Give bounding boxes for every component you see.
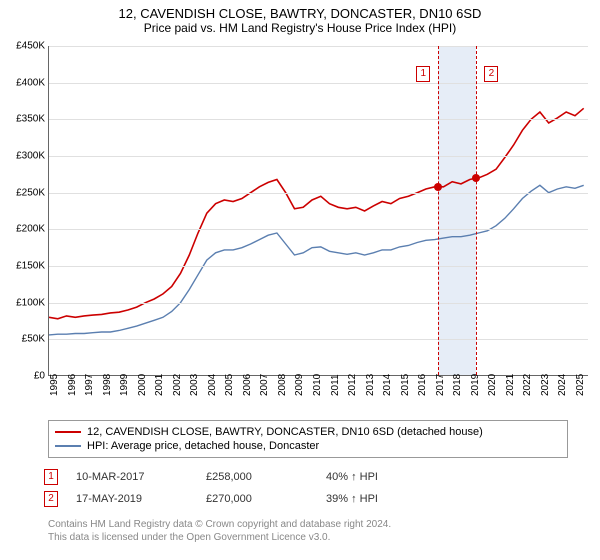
sale-date: 10-MAR-2017 xyxy=(76,471,206,483)
event-vline xyxy=(438,46,439,375)
sale-row: 2 17-MAY-2019£270,00039% ↑ HPI xyxy=(40,488,580,510)
gridline xyxy=(49,83,588,84)
sale-price: £258,000 xyxy=(206,471,326,483)
event-dot xyxy=(472,174,480,182)
gridline xyxy=(49,303,588,304)
y-axis-tick-label: £400K xyxy=(5,77,45,88)
line-series-svg xyxy=(49,46,589,376)
event-vline xyxy=(476,46,477,375)
chart-title-line2: Price paid vs. HM Land Registry's House … xyxy=(0,21,600,35)
gridline xyxy=(49,229,588,230)
gridline xyxy=(49,339,588,340)
y-axis-tick-label: £350K xyxy=(5,114,45,125)
y-axis-tick-label: £0 xyxy=(5,371,45,382)
y-axis-tick-label: £150K xyxy=(5,261,45,272)
sale-pct-vs-hpi: 39% ↑ HPI xyxy=(326,493,426,505)
chart-title-line1: 12, CAVENDISH CLOSE, BAWTRY, DONCASTER, … xyxy=(0,6,600,21)
legend-row: HPI: Average price, detached house, Donc… xyxy=(55,439,561,453)
event-dot xyxy=(434,183,442,191)
y-axis-tick-label: £300K xyxy=(5,151,45,162)
legend-swatch xyxy=(55,445,81,447)
gridline xyxy=(49,119,588,120)
event-marker-box: 1 xyxy=(416,66,430,82)
legend-box: 12, CAVENDISH CLOSE, BAWTRY, DONCASTER, … xyxy=(48,420,568,458)
footer-line2: This data is licensed under the Open Gov… xyxy=(48,531,391,544)
legend-swatch xyxy=(55,431,81,433)
legend-row: 12, CAVENDISH CLOSE, BAWTRY, DONCASTER, … xyxy=(55,425,561,439)
legend-label: 12, CAVENDISH CLOSE, BAWTRY, DONCASTER, … xyxy=(87,426,483,438)
legend-label: HPI: Average price, detached house, Donc… xyxy=(87,440,319,452)
sale-price: £270,000 xyxy=(206,493,326,505)
gridline xyxy=(49,193,588,194)
event-marker-box: 2 xyxy=(484,66,498,82)
gridline xyxy=(49,266,588,267)
chart-title-block: 12, CAVENDISH CLOSE, BAWTRY, DONCASTER, … xyxy=(0,0,600,35)
y-axis-tick-label: £100K xyxy=(5,297,45,308)
footer-attribution: Contains HM Land Registry data © Crown c… xyxy=(48,518,391,544)
gridline xyxy=(49,156,588,157)
y-axis-tick-label: £250K xyxy=(5,187,45,198)
y-axis-tick-label: £50K xyxy=(5,334,45,345)
sale-marker: 1 xyxy=(44,469,58,485)
sale-pct-vs-hpi: 40% ↑ HPI xyxy=(326,471,426,483)
sales-table: 1 10-MAR-2017£258,00040% ↑ HPI 2 17-MAY-201… xyxy=(40,466,580,510)
y-axis-tick-label: £450K xyxy=(5,41,45,52)
y-axis-tick-label: £200K xyxy=(5,224,45,235)
series-line xyxy=(49,185,584,335)
chart-area: £0£50K£100K£150K£200K£250K£300K£350K£400… xyxy=(48,46,588,406)
gridline xyxy=(49,46,588,47)
series-line xyxy=(49,108,584,318)
footer-line1: Contains HM Land Registry data © Crown c… xyxy=(48,518,391,531)
plot-region: £0£50K£100K£150K£200K£250K£300K£350K£400… xyxy=(48,46,588,376)
sale-row: 1 10-MAR-2017£258,00040% ↑ HPI xyxy=(40,466,580,488)
sale-marker: 2 xyxy=(44,491,58,507)
sale-date: 17-MAY-2019 xyxy=(76,493,206,505)
